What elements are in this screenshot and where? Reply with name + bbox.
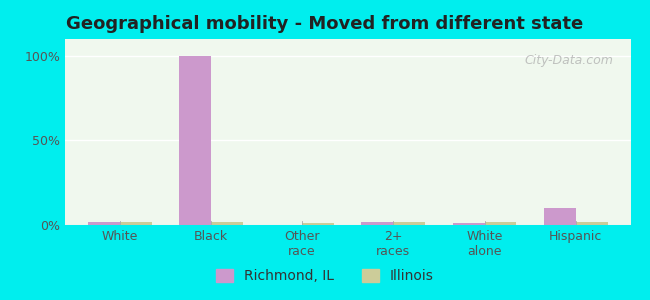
Bar — [544, 208, 576, 225]
Bar — [120, 222, 151, 225]
Bar — [393, 222, 425, 225]
Legend: Richmond, IL, Illinois: Richmond, IL, Illinois — [209, 262, 441, 290]
Text: City-Data.com: City-Data.com — [525, 54, 614, 67]
Bar — [179, 56, 211, 225]
Bar — [361, 223, 393, 225]
Bar — [452, 223, 484, 225]
Bar — [484, 222, 517, 225]
Bar — [88, 223, 120, 225]
Bar — [302, 223, 334, 225]
Text: Geographical mobility - Moved from different state: Geographical mobility - Moved from diffe… — [66, 15, 584, 33]
Bar — [211, 223, 243, 225]
Bar — [576, 223, 608, 225]
